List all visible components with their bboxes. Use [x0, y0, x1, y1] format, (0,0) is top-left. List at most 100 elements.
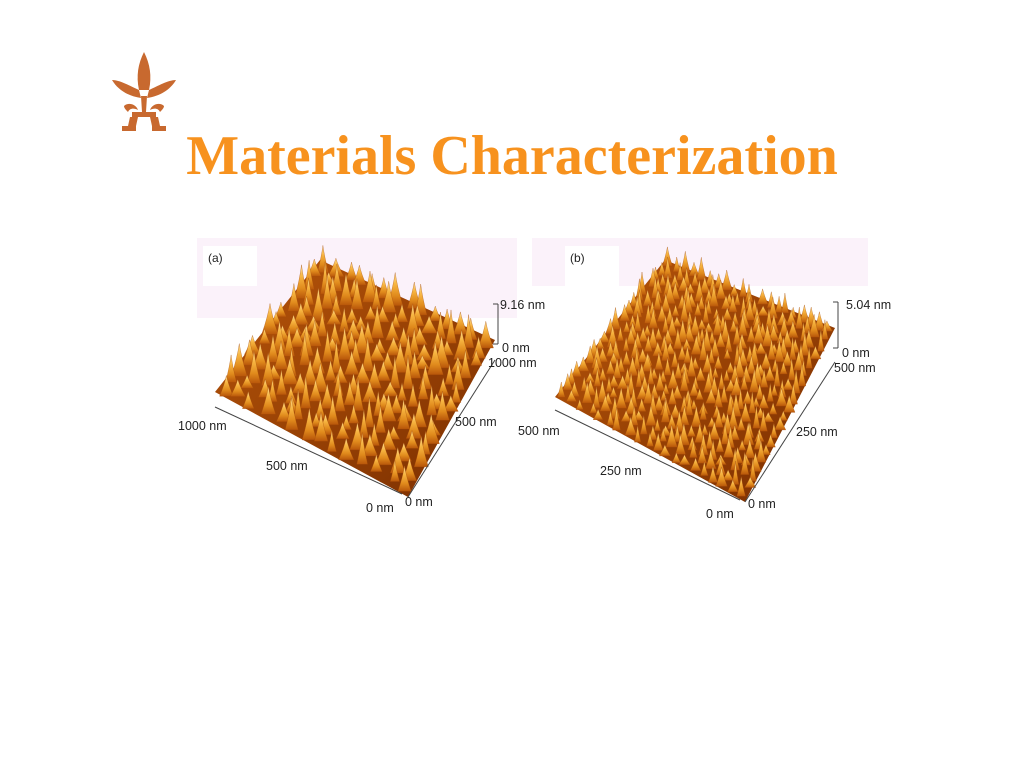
surface-peak — [744, 438, 756, 459]
surface-peak — [653, 289, 662, 311]
surface-peak — [776, 310, 789, 326]
surface-peak — [660, 293, 672, 312]
surface-peak — [676, 262, 684, 281]
surface-peak — [720, 384, 729, 403]
surface-peak — [683, 345, 692, 363]
surface-peak — [612, 357, 622, 379]
surface-peak — [402, 355, 414, 389]
surface-peak — [444, 363, 455, 385]
surface-peak — [795, 307, 804, 329]
surface-peak — [738, 439, 747, 451]
surface-peak — [690, 271, 700, 287]
surface-peak — [261, 352, 276, 386]
surface-peak — [700, 461, 709, 476]
surface-peak — [669, 274, 680, 288]
surface-peak — [408, 350, 422, 379]
surface-peak — [648, 308, 659, 329]
surface-peak — [679, 369, 689, 392]
surface-peak — [821, 319, 829, 340]
surface-peak — [779, 361, 788, 375]
surface-peak — [350, 278, 364, 310]
surface-peak — [231, 343, 248, 377]
panel-b-axis-left-zero-label: 0 nm — [706, 507, 734, 521]
surface-peak — [408, 328, 420, 356]
surface-peak — [369, 423, 380, 446]
surface-peak — [293, 388, 303, 420]
surface-peak — [452, 311, 468, 335]
surface-peak — [397, 465, 412, 492]
surface-peak — [622, 320, 631, 333]
surface-peak — [713, 355, 723, 369]
surface-peak — [663, 357, 672, 376]
surface-peak — [415, 343, 433, 361]
surface-peak — [420, 315, 438, 334]
surface-peak — [313, 411, 329, 442]
surface-peak — [370, 304, 384, 339]
surface-peak — [787, 320, 799, 338]
panel-b-surface-spikes — [557, 246, 833, 497]
surface-peak — [610, 307, 621, 330]
surface-peak — [781, 293, 789, 314]
surface-peak — [361, 433, 378, 457]
surface-peak — [326, 395, 339, 425]
surface-peak — [633, 347, 641, 370]
surface-peak — [407, 383, 419, 407]
surface-peak — [759, 409, 768, 432]
surface-peak — [390, 312, 401, 328]
surface-peak — [722, 469, 734, 481]
surface-peak — [352, 377, 364, 411]
surface-peak — [301, 407, 317, 441]
surface-peak — [770, 383, 778, 396]
surface-peak — [643, 334, 653, 352]
surface-peak — [284, 397, 299, 431]
surface-peak — [327, 257, 345, 277]
surface-peak — [683, 289, 693, 313]
surface-peak — [720, 295, 732, 310]
surface-peak — [694, 279, 705, 302]
surface-peak — [435, 391, 450, 421]
surface-peak — [689, 315, 701, 336]
surface-peak — [744, 476, 757, 488]
surface-peak — [809, 345, 822, 360]
surface-peak — [356, 432, 368, 465]
surface-peak — [695, 366, 706, 381]
surface-peak — [755, 341, 767, 354]
surface-peak — [380, 393, 397, 422]
surface-peak — [322, 329, 334, 362]
surface-peak — [619, 304, 631, 322]
surface-peak — [715, 331, 726, 348]
surface-peak — [334, 382, 346, 412]
surface-peak — [767, 338, 776, 360]
surface-peak — [308, 379, 323, 402]
surface-peak — [628, 314, 637, 327]
surface-peak — [675, 433, 686, 455]
surface-peak — [788, 383, 798, 405]
surface-peak — [624, 416, 637, 436]
surface-peak — [713, 408, 724, 428]
surface-peak — [605, 376, 613, 393]
surface-peak — [746, 355, 757, 374]
panel-b-zmin-label: 0 nm — [842, 346, 870, 360]
surface-peak — [768, 313, 780, 334]
surface-peak — [413, 435, 429, 468]
surface-peak — [711, 367, 719, 378]
surface-peak — [736, 476, 746, 497]
slide-title: Materials Characterization — [186, 125, 838, 187]
surface-peak — [397, 398, 410, 430]
surface-peak — [364, 305, 377, 320]
surface-peak — [746, 325, 756, 343]
surface-peak — [275, 369, 287, 395]
surface-peak — [714, 386, 723, 408]
surface-peak — [622, 336, 630, 352]
surface-peak — [720, 269, 733, 291]
surface-peak — [609, 386, 618, 398]
surface-peak — [773, 362, 781, 387]
surface-peak — [338, 307, 350, 332]
surface-peak — [767, 297, 778, 319]
surface-peak — [659, 427, 667, 442]
surface-peak — [300, 375, 311, 409]
surface-peak — [764, 365, 776, 381]
surface-peak — [647, 300, 657, 318]
surface-peak — [283, 327, 295, 357]
surface-peak — [729, 424, 740, 441]
